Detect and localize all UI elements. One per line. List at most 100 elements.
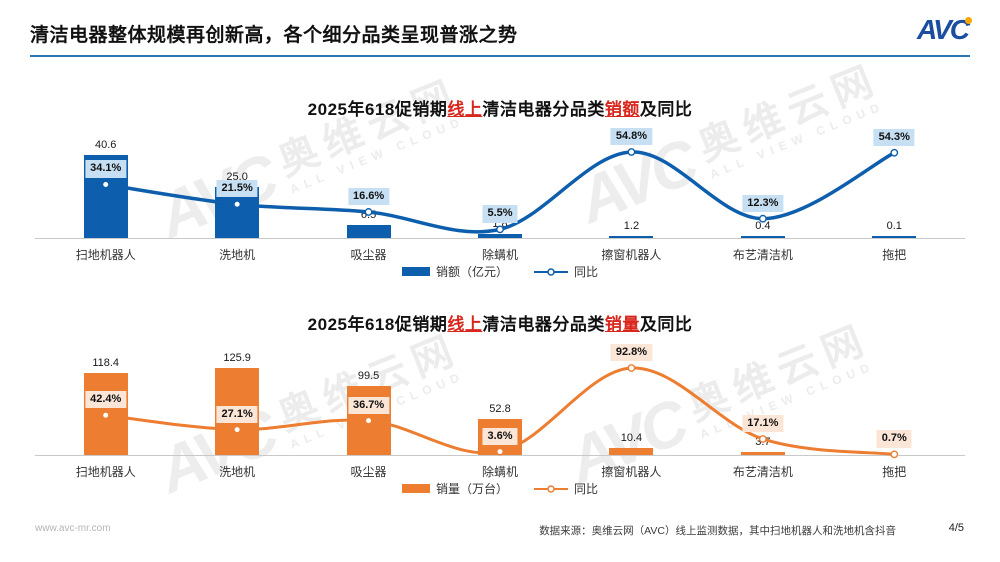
header-divider	[30, 55, 970, 57]
avc-logo: AVC	[916, 14, 972, 45]
line-marker-icon	[758, 214, 767, 223]
yoy-line-series	[101, 148, 899, 234]
yoy-percent-label: 42.4%	[85, 391, 127, 409]
bar-value-label: 0.4	[755, 220, 771, 232]
avc-logo-dot-icon	[965, 17, 972, 24]
yoy-percent-label: 34.1%	[85, 160, 127, 178]
yoy-percent-label: 16.6%	[347, 187, 390, 206]
yoy-percent-label: 36.7%	[347, 396, 390, 414]
chart-title: 2025年618促销期线上清洁电器分品类销量及同比	[0, 310, 1000, 335]
legend-bar-label: 销量（万台）	[435, 482, 508, 496]
line-marker-icon	[101, 180, 110, 189]
chart-plot-area: 40.6扫地机器人25.0洗地机6.5吸尘器1.8除螨机1.2擦窗机器人0.4布…	[0, 85, 1000, 300]
category-label: 擦窗机器人	[601, 248, 662, 262]
line-marker-icon	[496, 225, 504, 234]
line-marker-icon	[101, 411, 110, 420]
chart-title-part: 及同比	[639, 315, 693, 334]
line-marker-icon	[890, 148, 899, 157]
chart-title-part: 销量	[604, 315, 640, 334]
footer-data-source: 数据来源：奥维云网（AVC）线上监测数据，其中扫地机器人和洗地机含抖音	[539, 525, 896, 537]
yoy-percent-label: 54.3%	[873, 128, 915, 146]
bar-吸尘器	[346, 224, 391, 238]
chart-title: 2025年618促销期线上清洁电器分品类销额及同比	[0, 95, 1000, 120]
line-marker-icon	[627, 148, 636, 156]
line-marker-swatch-icon	[534, 484, 568, 493]
category-label: 布艺清洁机	[732, 465, 793, 479]
yoy-percent-label: 27.1%	[216, 405, 258, 423]
line-marker-swatch-icon	[534, 267, 568, 276]
bar-swatch-icon	[401, 267, 430, 276]
chart-legend: 销量（万台） 同比	[0, 480, 1000, 497]
bar-擦窗机器人	[609, 447, 654, 455]
line-marker-icon	[890, 450, 899, 459]
category-label: 布艺清洁机	[732, 248, 793, 262]
line-marker-icon	[496, 447, 504, 456]
chart-title-part: 销额	[604, 100, 640, 119]
category-label: 吸尘器	[350, 465, 387, 479]
chart-title-part: 线上	[447, 315, 483, 334]
bar-拖把	[872, 236, 917, 238]
category-label: 洗地机	[219, 465, 256, 479]
category-label: 除螨机	[481, 465, 519, 479]
yoy-percent-label: 0.7%	[876, 430, 912, 448]
legend-bar-label: 销额（亿元）	[435, 265, 508, 279]
bar-value-label: 40.6	[94, 139, 117, 151]
bar-value-label: 125.9	[223, 352, 251, 364]
line-marker-icon	[233, 200, 242, 209]
line-marker-icon	[758, 435, 767, 443]
x-axis-line	[35, 238, 965, 239]
chart-legend: 销额（亿元） 同比	[0, 263, 1000, 280]
bar-value-label: 1.2	[623, 219, 640, 232]
chart-title-part: 2025年618促销期	[307, 315, 448, 334]
category-label: 扫地机器人	[75, 465, 136, 479]
category-label: 拖把	[882, 248, 907, 262]
category-label: 洗地机	[219, 248, 256, 262]
yoy-percent-label: 21.5%	[216, 180, 258, 198]
yoy-percent-label: 54.8%	[610, 128, 653, 146]
line-marker-icon	[364, 208, 373, 216]
bar-布艺清洁机	[740, 236, 785, 238]
page-number: 4/5	[948, 522, 964, 534]
page-title: 清洁电器整体规模再创新高，各个细分品类呈现普涨之势	[30, 25, 518, 46]
bar-除螨机	[478, 234, 522, 238]
line-marker-icon	[364, 416, 373, 425]
chart-sales-amount: 2025年618促销期线上清洁电器分品类销额及同比 40.6 扫地机器人 25.0 洗…	[0, 85, 1000, 300]
legend-item-bar: 销额（亿元）	[401, 263, 508, 280]
yoy-percent-label: 17.1%	[742, 414, 784, 433]
bar-value-label: 52.8	[489, 402, 511, 415]
bar-value-label: 25.0	[226, 170, 248, 183]
category-label: 扫地机器人	[75, 248, 136, 262]
yoy-percent-label: 5.5%	[482, 205, 518, 223]
line-marker-icon	[627, 364, 636, 372]
chart-title-part: 及同比	[639, 100, 693, 119]
chart-title-part: 清洁电器分品类	[482, 100, 605, 119]
legend-line-label: 同比	[574, 265, 599, 279]
yoy-percent-label: 12.3%	[742, 194, 784, 212]
legend-line-label: 同比	[574, 482, 599, 496]
chart-title-part: 清洁电器分品类	[482, 315, 605, 334]
chart-sales-volume: 2025年618促销期线上清洁电器分品类销量及同比 118.4 扫地机器人 125.…	[0, 298, 1000, 516]
yoy-percent-label: 92.8%	[610, 344, 653, 362]
bar-value-label: 0.1	[886, 220, 902, 232]
legend-item-bar: 销量（万台）	[401, 480, 508, 497]
bar-布艺清洁机	[740, 452, 785, 455]
avc-logo-text: AVC	[916, 14, 970, 45]
category-label: 吸尘器	[350, 248, 387, 262]
chart-title-part: 2025年618促销期	[307, 100, 448, 119]
legend-item-line: 同比	[534, 480, 598, 497]
yoy-percent-label: 3.6%	[482, 427, 518, 445]
bar-value-label: 118.4	[92, 357, 120, 370]
bar-value-label: 99.5	[357, 370, 380, 383]
chart-title-part: 线上	[447, 100, 483, 119]
category-label: 拖把	[882, 465, 907, 479]
bar-擦窗机器人	[609, 235, 654, 238]
line-marker-icon	[233, 425, 242, 434]
yoy-line-series	[101, 364, 899, 459]
footer-website: www.avc-mr.com	[35, 523, 111, 534]
chart-plot-area: 118.4 扫地机器人 125.9 洗地机 99.5 吸尘器 52.8 除螨机 10.4 擦窗机器…	[0, 298, 1000, 516]
category-label: 擦窗机器人	[601, 465, 662, 479]
category-label: 除螨机	[481, 248, 519, 262]
legend-item-line: 同比	[534, 263, 598, 280]
bar-value-label: 10.4	[620, 431, 643, 444]
